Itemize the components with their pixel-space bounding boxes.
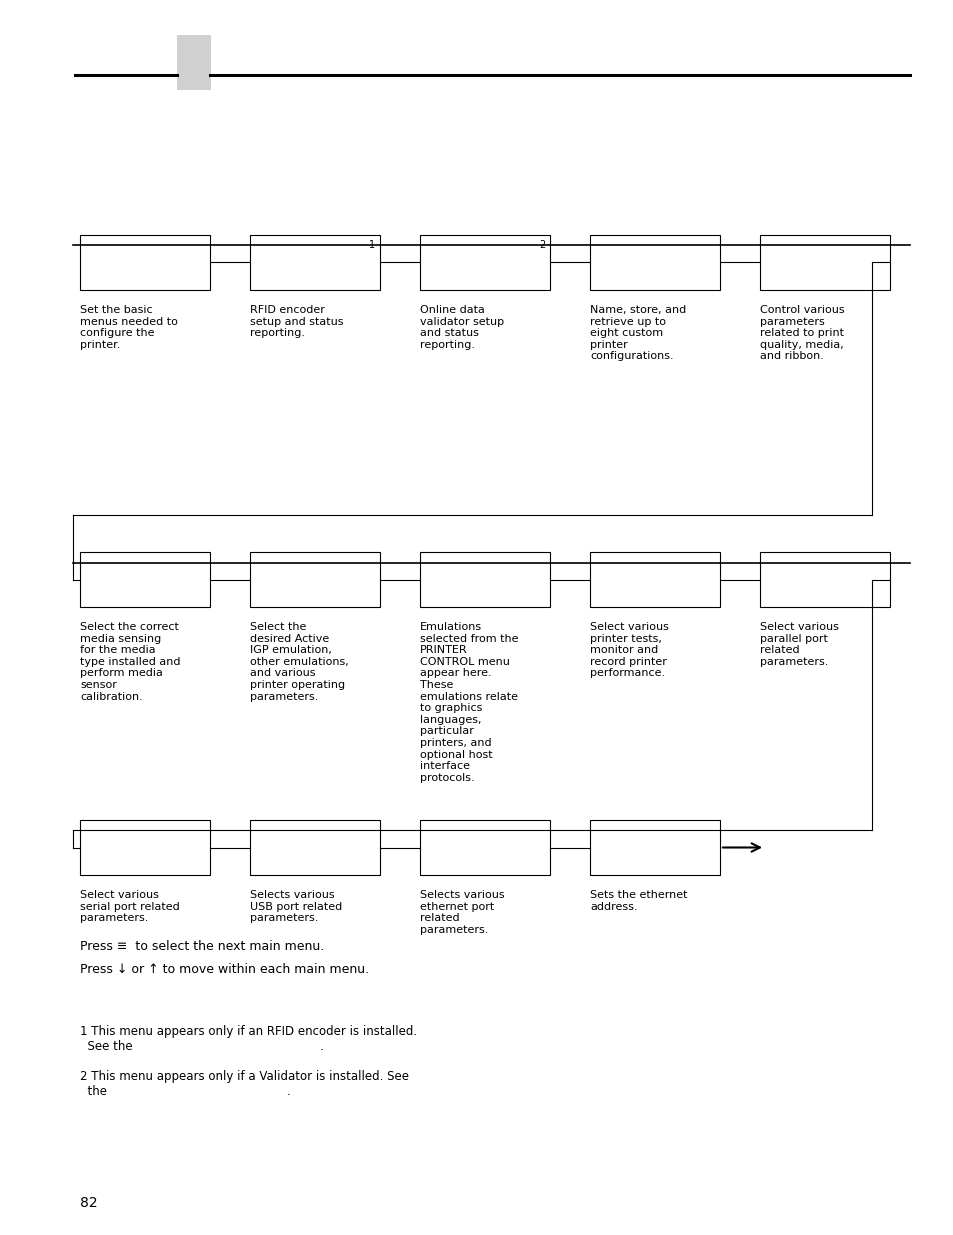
- Bar: [760, 552, 889, 606]
- Text: Select various
serial port related
parameters.: Select various serial port related param…: [80, 890, 179, 924]
- Text: RFID encoder
setup and status
reporting.: RFID encoder setup and status reporting.: [250, 305, 343, 338]
- Bar: [419, 820, 550, 876]
- Bar: [419, 552, 550, 606]
- Text: Press ↓ or ↑ to move within each main menu.: Press ↓ or ↑ to move within each main me…: [80, 963, 369, 976]
- Text: Online data
validator setup
and status
reporting.: Online data validator setup and status r…: [419, 305, 503, 350]
- Text: Sets the ethernet
address.: Sets the ethernet address.: [589, 890, 687, 911]
- Text: Name, store, and
retrieve up to
eight custom
printer
configurations.: Name, store, and retrieve up to eight cu…: [589, 305, 685, 362]
- Bar: [80, 235, 210, 290]
- Bar: [250, 235, 379, 290]
- Bar: [250, 552, 379, 606]
- Bar: [80, 820, 210, 876]
- Text: 2 This menu appears only if a Validator is installed. See
  the                 : 2 This menu appears only if a Validator …: [80, 1070, 409, 1098]
- Text: 82: 82: [80, 1195, 97, 1210]
- Bar: [589, 235, 720, 290]
- Text: Selects various
ethernet port
related
parameters.: Selects various ethernet port related pa…: [419, 890, 504, 935]
- Text: Select the
desired Active
IGP emulation,
other emulations,
and various
printer o: Select the desired Active IGP emulation,…: [250, 622, 349, 701]
- Bar: [760, 235, 889, 290]
- Bar: [419, 235, 550, 290]
- Text: Select various
parallel port
related
parameters.: Select various parallel port related par…: [760, 622, 838, 667]
- Bar: [589, 552, 720, 606]
- Bar: [177, 35, 211, 90]
- Bar: [589, 820, 720, 876]
- Bar: [250, 820, 379, 876]
- Text: Selects various
USB port related
parameters.: Selects various USB port related paramet…: [250, 890, 342, 924]
- Text: Set the basic
menus needed to
configure the
printer.: Set the basic menus needed to configure …: [80, 305, 177, 350]
- Text: 1: 1: [369, 240, 375, 249]
- Text: Control various
parameters
related to print
quality, media,
and ribbon.: Control various parameters related to pr…: [760, 305, 843, 362]
- Text: Select the correct
media sensing
for the media
type installed and
perform media
: Select the correct media sensing for the…: [80, 622, 180, 701]
- Text: Press ≡  to select the next main menu.: Press ≡ to select the next main menu.: [80, 940, 324, 953]
- Bar: [80, 552, 210, 606]
- Text: Emulations
selected from the
PRINTER
CONTROL menu
appear here.
These
emulations : Emulations selected from the PRINTER CON…: [419, 622, 518, 783]
- Text: Select various
printer tests,
monitor and
record printer
performance.: Select various printer tests, monitor an…: [589, 622, 668, 678]
- Text: 1 This menu appears only if an RFID encoder is installed.
  See the             : 1 This menu appears only if an RFID enco…: [80, 1025, 416, 1053]
- Text: 2: 2: [538, 240, 544, 249]
